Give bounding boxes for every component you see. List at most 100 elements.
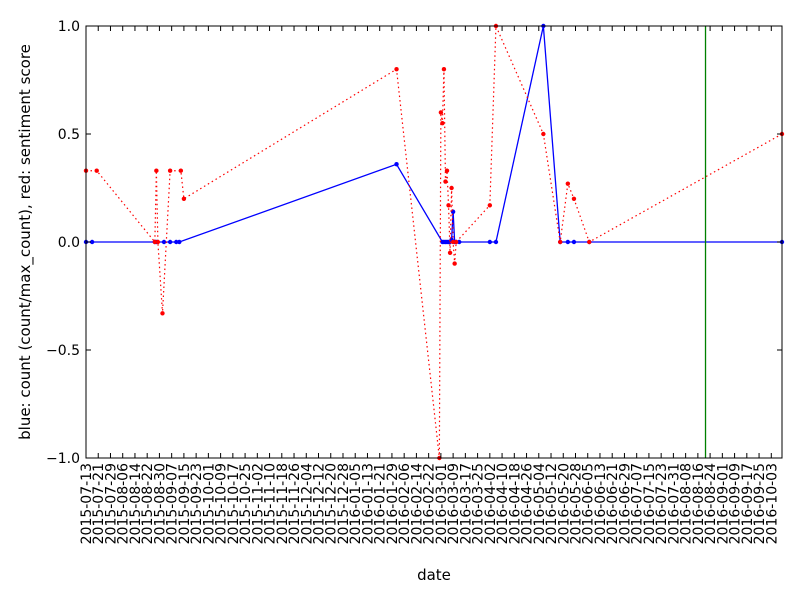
- series-1-point-21: [453, 239, 459, 245]
- y-tick-label: −0.5: [46, 343, 80, 359]
- series-1-point-13: [441, 67, 447, 72]
- x-tick-label: 2016-06-05: [581, 463, 597, 544]
- x-tick-label: 2015-11-26: [287, 463, 303, 544]
- x-tick-label: 2015-10-01: [201, 463, 217, 544]
- x-tick-label: 2016-02-06: [397, 463, 413, 544]
- x-tick-label: 2015-09-15: [177, 463, 193, 544]
- x-tick-label: 2015-12-20: [324, 463, 340, 544]
- series-0-point-20: [487, 239, 493, 245]
- y-tick-label: 0.0: [58, 235, 80, 251]
- y-tick-label: 0.5: [58, 127, 80, 143]
- series-1-point-17: [447, 250, 453, 255]
- x-tick-label: 2016-01-29: [385, 463, 401, 544]
- x-tick-label: 2015-10-25: [238, 463, 254, 544]
- series-1-point-5: [160, 311, 165, 316]
- x-tick-label: 2016-09-17: [740, 463, 756, 544]
- x-tick-label: 2016-09-01: [715, 463, 731, 544]
- x-tick-label: 2016-08-16: [691, 463, 707, 544]
- series-1-point-7: [178, 168, 184, 173]
- series-1-point-12: [440, 121, 445, 126]
- x-tick-label: 2016-07-31: [666, 463, 682, 544]
- y-tick-label: −1.0: [46, 451, 80, 467]
- series-0-point-1: [89, 239, 95, 245]
- x-tick-label: 2016-09-09: [728, 463, 744, 544]
- series-0-point-19: [457, 239, 462, 245]
- series-0-point-24: [565, 239, 571, 245]
- x-tick-label: 2016-03-25: [471, 463, 487, 544]
- series-1-point-25: [557, 239, 563, 245]
- series-1-point-18: [449, 185, 454, 191]
- x-axis-label: date: [417, 566, 451, 584]
- x-tick-label: 2015-11-10: [263, 463, 279, 544]
- x-tick-label: 2016-07-07: [630, 463, 646, 544]
- series-1: [83, 23, 785, 461]
- series-layer: [83, 23, 785, 461]
- series-1-point-27: [571, 196, 577, 201]
- x-tick-label: 2015-10-17: [226, 463, 242, 544]
- x-tick-label: 2015-09-23: [189, 463, 205, 544]
- x-tick-label: 2016-01-21: [373, 463, 389, 544]
- series-1-point-8: [181, 196, 187, 201]
- x-tick-label: 2016-01-13: [360, 463, 376, 544]
- series-0-point-5: [167, 239, 173, 245]
- x-tick-label: 2016-08-08: [679, 463, 695, 544]
- x-tick-label: 2016-04-26: [520, 463, 536, 544]
- series-1-point-11: [438, 110, 444, 115]
- series-1-point-14: [443, 179, 448, 184]
- x-tick-label: 2016-04-02: [483, 463, 499, 544]
- series-1-point-6: [167, 168, 173, 173]
- x-tick-label: 2015-12-28: [336, 463, 352, 544]
- series-1-point-26: [565, 181, 571, 186]
- series-1-point-9: [394, 67, 399, 72]
- x-tick-label: 2015-08-06: [116, 463, 132, 544]
- x-tick-label: 2016-10-03: [764, 463, 780, 544]
- series-1-point-24: [541, 131, 546, 137]
- x-tick-label: 2016-04-10: [495, 463, 511, 544]
- series-1-point-2: [152, 239, 158, 245]
- series-line-1: [86, 25, 783, 459]
- series-1-point-3: [154, 168, 159, 173]
- x-tick-label: 2016-07-15: [642, 463, 658, 544]
- series-0-point-7: [177, 239, 182, 245]
- series-1-point-20: [452, 261, 457, 266]
- x-tick-label: 2016-02-14: [409, 463, 425, 544]
- x-tick-label: 2015-08-30: [152, 463, 168, 544]
- x-tick-label: 2016-03-09: [446, 463, 462, 544]
- series-0-point-4: [161, 239, 167, 245]
- x-tick-label: 2016-05-04: [532, 463, 548, 544]
- series-1-point-19: [450, 239, 456, 245]
- x-tick-label: 2015-12-04: [299, 463, 315, 544]
- series-1-point-15: [444, 168, 450, 173]
- x-tick-label: 2015-08-22: [140, 463, 156, 544]
- series-0: [83, 23, 785, 245]
- x-tick-label: 2016-03-01: [434, 463, 450, 544]
- y-axis-label: blue: count (count/max_count), red: sent…: [16, 44, 35, 440]
- x-tick-label: 2016-05-28: [568, 463, 584, 544]
- x-tick-label: 2015-09-07: [165, 463, 181, 544]
- x-tick-label: 2016-02-22: [422, 463, 438, 544]
- x-tick-label: 2016-08-24: [703, 463, 719, 544]
- x-tick-label: 2015-11-18: [275, 463, 291, 544]
- x-tick-label: 2016-04-18: [507, 463, 523, 544]
- x-tick-label: 2015-11-02: [250, 463, 266, 544]
- x-tick-label: 2016-06-29: [617, 463, 633, 544]
- axes-layer: −1.0−0.50.00.51.02015-07-132015-07-21201…: [46, 19, 783, 544]
- x-tick-label: 2015-07-29: [103, 463, 119, 544]
- x-tick-label: 2015-10-09: [214, 463, 230, 544]
- x-tick-label: 2016-06-21: [605, 463, 621, 544]
- x-tick-label: 2016-06-13: [593, 463, 609, 544]
- series-0-point-25: [571, 239, 577, 245]
- series-1-point-4: [155, 239, 161, 245]
- x-tick-label: 2016-05-12: [544, 463, 560, 544]
- x-tick-label: 2015-12-12: [312, 463, 328, 544]
- series-1-point-16: [446, 203, 451, 208]
- x-tick-label: 2016-07-23: [654, 463, 670, 544]
- x-tick-label: 2016-01-05: [348, 463, 364, 544]
- x-tick-label: 2016-09-25: [752, 463, 768, 544]
- series-1-point-28: [587, 239, 592, 245]
- series-1-point-22: [487, 203, 493, 208]
- x-tick-label: 2016-03-17: [458, 463, 474, 544]
- series-0-point-6: [174, 239, 179, 245]
- x-tick-label: 2015-07-21: [91, 463, 107, 544]
